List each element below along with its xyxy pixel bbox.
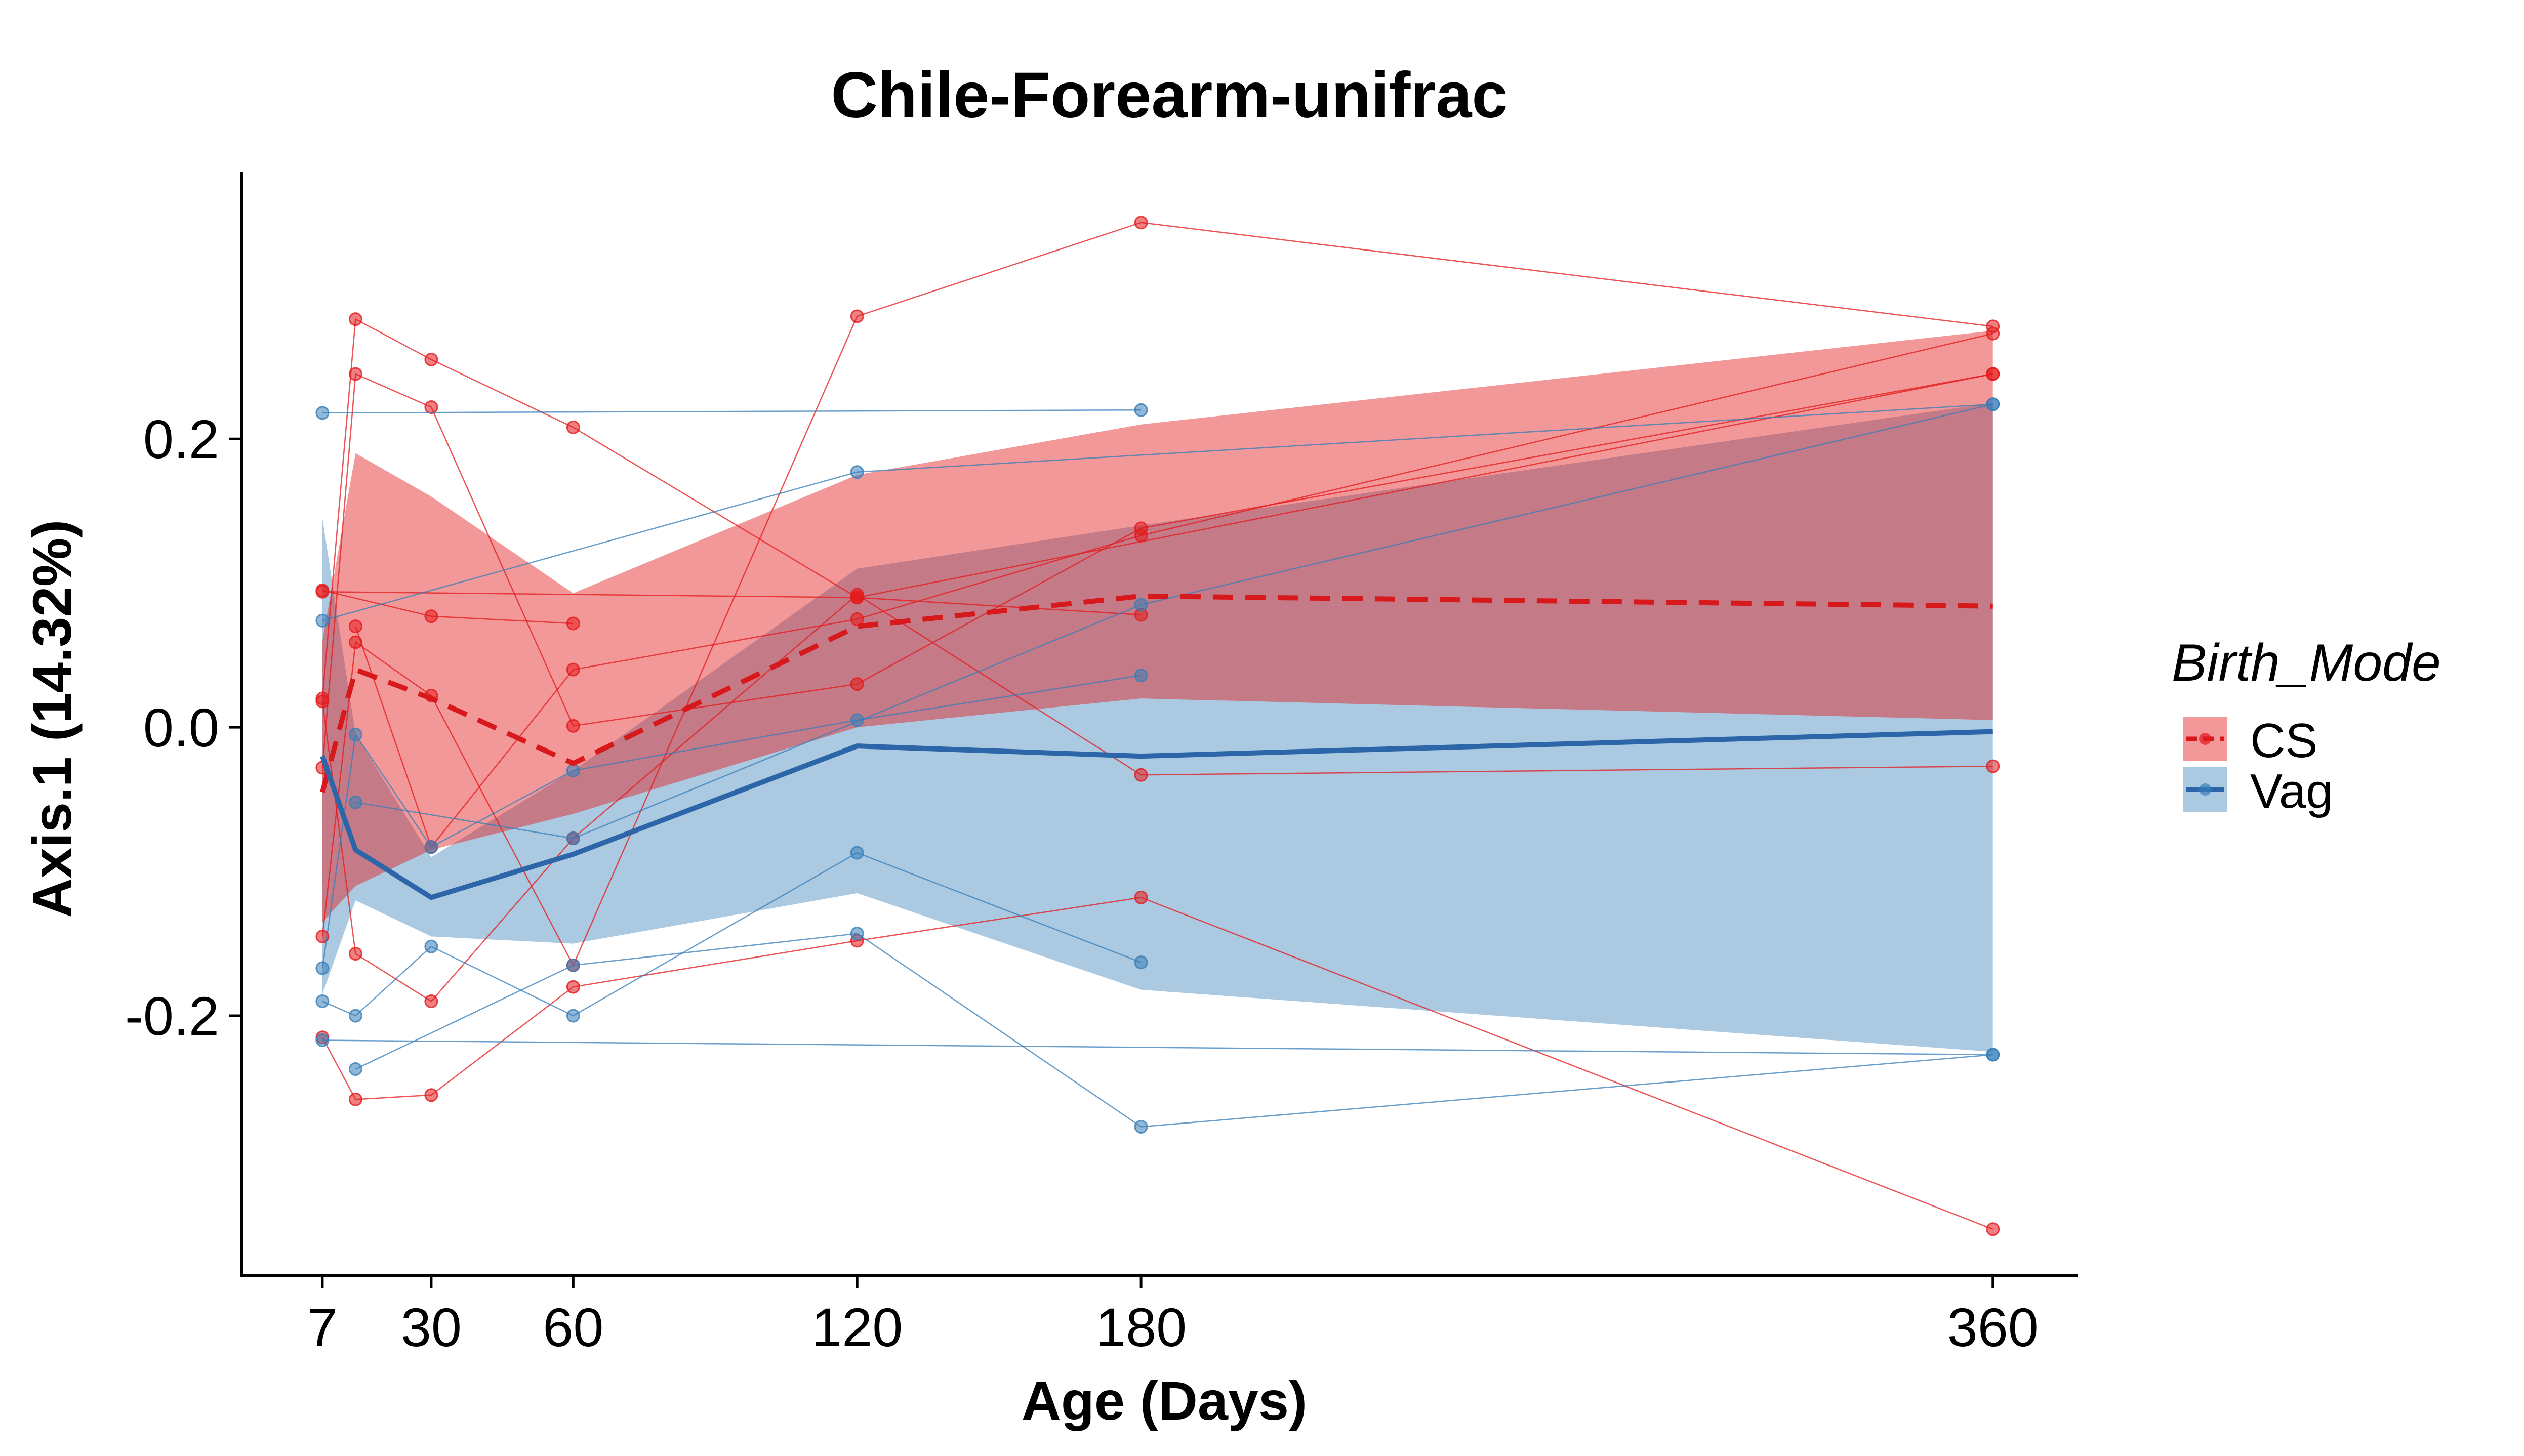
axes (240, 172, 2078, 1277)
data-point-vag (1986, 397, 2000, 411)
data-point-vag (566, 764, 580, 778)
data-point-cs (348, 1092, 362, 1106)
data-point-vag (1134, 955, 1148, 970)
x-tick-label: 180 (1095, 1297, 1187, 1358)
legend-title: Birth_Mode (2172, 634, 2441, 692)
y-tick-label: -0.2 (125, 985, 219, 1047)
subject-line-vag-2 (321, 675, 1142, 969)
data-point-vag (566, 958, 580, 972)
data-point-vag (1134, 669, 1148, 683)
data-point-cs (566, 616, 580, 631)
data-point-vag (348, 727, 362, 741)
y-axis-label: Axis.1 (14.32%) (21, 520, 83, 918)
data-point-cs (348, 367, 362, 381)
mean-lines (320, 593, 1993, 900)
data-point-cs (424, 1088, 438, 1102)
data-point-vag (315, 1033, 330, 1048)
data-point-vag (424, 840, 438, 854)
data-point-cs (424, 352, 438, 366)
data-point-vag (850, 846, 864, 860)
data-point-cs (566, 719, 580, 733)
data-point-cs (850, 677, 864, 691)
confidence-bands (322, 330, 1993, 1052)
subject-trajectories (315, 216, 2000, 1236)
legend-point-vag (2199, 783, 2211, 796)
band-cs (322, 330, 1993, 922)
subject-line-vag-6 (355, 403, 1993, 839)
x-tick-label: 7 (307, 1297, 338, 1358)
data-point-cs (850, 612, 864, 626)
data-point-vag (1134, 403, 1148, 417)
data-point-cs (315, 585, 330, 599)
data-point-vag (315, 613, 330, 628)
x-tick-label: 120 (811, 1297, 903, 1358)
data-point-cs (1134, 890, 1148, 904)
data-point-cs (566, 980, 580, 994)
legend-label-cs: CS (2250, 714, 2317, 768)
data-point-cs (315, 929, 330, 943)
data-point-cs (566, 420, 580, 434)
x-tick-label: 30 (401, 1297, 462, 1358)
data-point-cs (1986, 1222, 2000, 1236)
data-point-cs (424, 609, 438, 623)
data-point-cs (424, 994, 438, 1009)
data-point-cs (1986, 326, 2000, 341)
data-point-cs (348, 947, 362, 961)
subject-line-vag-5 (322, 1039, 1993, 1056)
data-point-vag (315, 994, 330, 1009)
subject-line-cs-1 (321, 318, 1142, 699)
data-point-vag (348, 1062, 362, 1076)
data-point-cs (1134, 528, 1148, 543)
data-point-cs (348, 312, 362, 326)
mean-line-cs (320, 593, 1993, 793)
mean-line-vag (320, 729, 1993, 900)
data-point-vag (315, 406, 330, 420)
data-point-vag (850, 927, 864, 941)
data-point-cs (850, 591, 864, 605)
legend-label-vag: Vag (2250, 764, 2333, 818)
data-point-vag (850, 465, 864, 479)
data-point-vag (1134, 1119, 1148, 1134)
x-tick-label: 360 (1947, 1297, 2039, 1358)
data-point-cs (850, 309, 864, 323)
data-point-vag (315, 961, 330, 975)
data-point-vag (566, 1009, 580, 1023)
legend-point-cs (2199, 733, 2211, 745)
data-point-vag (348, 1009, 362, 1023)
tick-labels: 7 30 60 120 180 360 -0.2 0.0 0.2 (125, 408, 2039, 1358)
data-point-vag (424, 939, 438, 953)
subject-line-cs-6 (355, 332, 1993, 849)
data-point-cs (1134, 768, 1148, 782)
data-point-cs (566, 662, 580, 677)
data-point-cs (1986, 759, 2000, 773)
subject-line-vag-0 (322, 409, 1142, 414)
data-point-vag (1134, 598, 1148, 612)
band-vag (322, 402, 1993, 1052)
y-tick-label: 0.2 (143, 408, 219, 470)
x-tick-label: 60 (543, 1297, 603, 1358)
data-point-cs (1134, 216, 1148, 230)
data-point-vag (1986, 1048, 2000, 1062)
data-point-cs (348, 619, 362, 634)
data-point-vag (348, 795, 362, 809)
data-point-cs (315, 694, 330, 709)
data-point-vag (566, 831, 580, 846)
x-axis-label: Age (Days) (1022, 1370, 1307, 1431)
data-point-cs (424, 400, 438, 414)
chart-title: Chile-Forearm-unifrac (831, 59, 1508, 132)
data-point-cs (1986, 367, 2000, 381)
y-tick-label: 0.0 (143, 697, 219, 758)
